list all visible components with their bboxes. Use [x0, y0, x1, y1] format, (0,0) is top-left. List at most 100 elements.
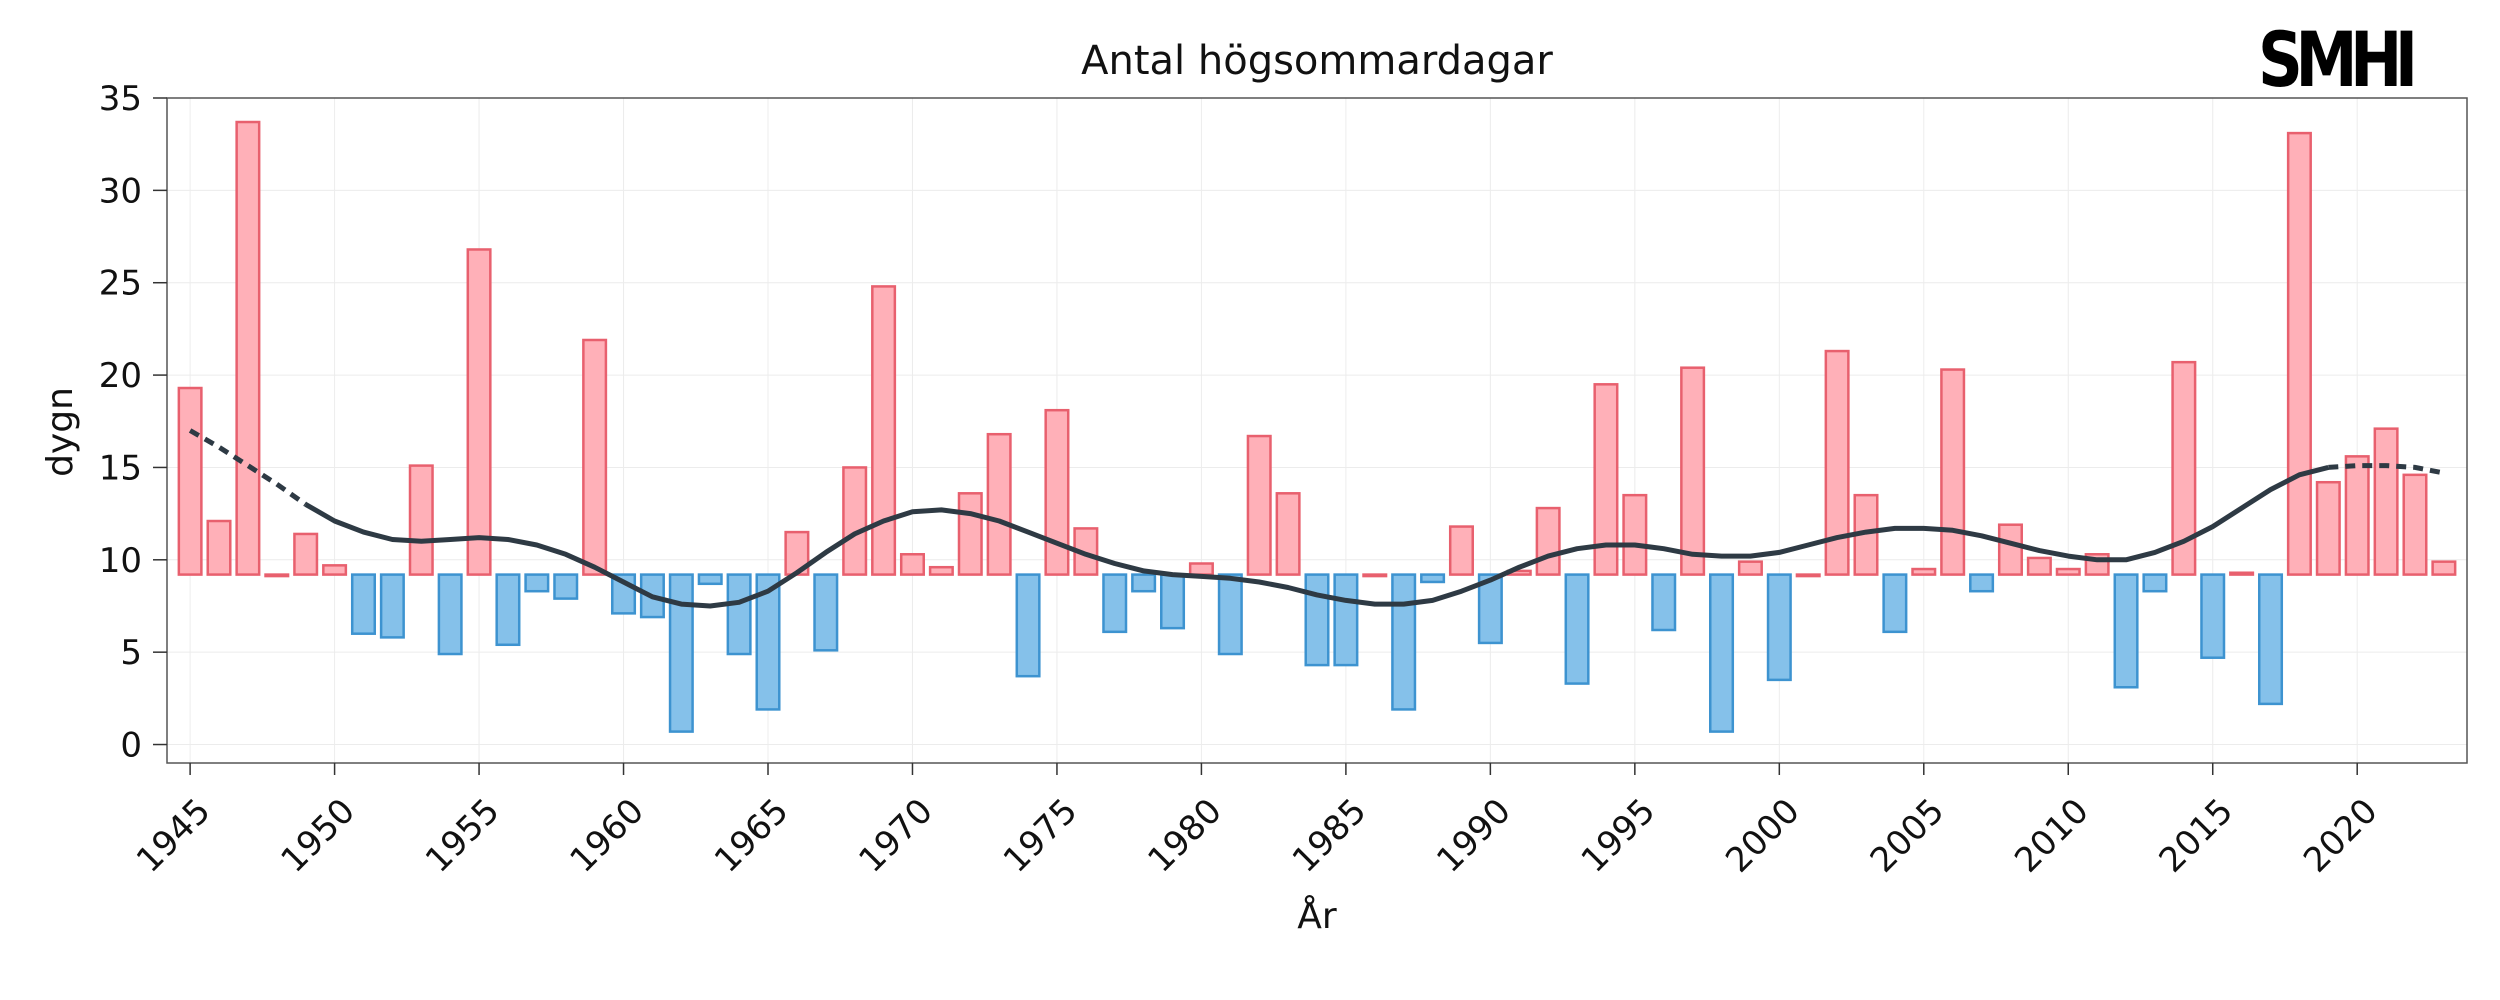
- bar-1948: [264, 573, 290, 578]
- x-tick-label: 1965: [707, 791, 796, 880]
- bar-2002: [1824, 349, 1850, 576]
- x-tick-label: 1955: [418, 791, 507, 880]
- bar-2008: [1997, 523, 2023, 576]
- x-tick-label: 1980: [1140, 791, 1229, 880]
- bar-1999: [1737, 560, 1763, 576]
- bar-1950: [322, 564, 348, 576]
- trend-line-start-dashed: [188, 428, 308, 507]
- x-tick-label: 2000: [1718, 791, 1807, 880]
- bar-1997: [1680, 366, 1706, 576]
- bar-2005: [1911, 567, 1937, 576]
- bar-1951: [350, 573, 377, 635]
- bar-2018: [2286, 131, 2312, 576]
- bar-1954: [437, 573, 463, 656]
- bar-2020: [2344, 455, 2370, 576]
- chart-title: Antal högsommardagar: [1081, 38, 1553, 84]
- trend-line: [304, 464, 2329, 609]
- bar-2016: [2229, 571, 2255, 576]
- bar-1945: [177, 386, 203, 576]
- smhi-logo: SMHI: [2258, 15, 2418, 104]
- x-tick-label: 2005: [1863, 791, 1952, 880]
- bar-2004: [1882, 573, 1908, 634]
- bar-1958: [553, 573, 579, 600]
- bar-1952: [379, 573, 405, 639]
- bar-2001: [1795, 573, 1821, 578]
- bar-2014: [2171, 360, 2197, 576]
- bar-2021: [2373, 427, 2399, 576]
- bar-1969: [871, 285, 897, 576]
- bar-1981: [1217, 573, 1243, 656]
- y-tick-label: 25: [99, 264, 142, 304]
- bar-2015: [2200, 573, 2226, 659]
- bar-1989: [1448, 525, 1474, 576]
- bar-1953: [408, 464, 434, 576]
- bar-1972: [957, 492, 983, 576]
- y-tick-label: 15: [99, 448, 142, 488]
- bar-2007: [1969, 573, 1995, 593]
- bar-1973: [986, 432, 1012, 576]
- bar-2019: [2315, 480, 2341, 576]
- bar-1974: [1015, 573, 1041, 678]
- y-tick-label: 10: [99, 541, 142, 581]
- bar-2013: [2142, 573, 2168, 593]
- bar-1979: [1160, 573, 1186, 630]
- bar-1992: [1535, 506, 1561, 576]
- bar-1946: [206, 519, 232, 576]
- bar-1990: [1477, 573, 1503, 645]
- y-tick-label: 20: [99, 356, 142, 396]
- bar-1994: [1593, 383, 1619, 576]
- bar-1975: [1044, 408, 1070, 576]
- bar-2022: [2402, 473, 2428, 576]
- bar-1959: [582, 338, 608, 576]
- bar-1955: [466, 248, 492, 576]
- x-tick-label: 2020: [2296, 791, 2385, 880]
- x-tick-label: 1950: [273, 791, 362, 880]
- x-tick-label: 1970: [851, 791, 940, 880]
- bar-1983: [1275, 492, 1301, 576]
- bar-1995: [1622, 493, 1648, 576]
- bar-1965: [755, 573, 781, 711]
- bar-1968: [842, 466, 868, 576]
- bar-1949: [293, 532, 319, 576]
- bar-1962: [668, 573, 694, 733]
- bar-1982: [1246, 434, 1272, 576]
- x-tick-label: 1990: [1429, 791, 1518, 880]
- y-tick-label: 0: [120, 726, 142, 766]
- bar-1986: [1362, 573, 1388, 578]
- bar-1957: [524, 573, 550, 593]
- bar-1970: [899, 553, 925, 576]
- bar-1996: [1651, 573, 1677, 632]
- x-tick-label: 1975: [996, 791, 1085, 880]
- bar-2009: [2026, 556, 2052, 576]
- bar-2023: [2431, 560, 2457, 576]
- bar-1998: [1709, 573, 1735, 733]
- x-tick-label: 1995: [1574, 791, 1663, 880]
- bar-1984: [1304, 573, 1330, 667]
- x-tick-label: 2015: [2152, 791, 2241, 880]
- bar-1980: [1188, 562, 1214, 576]
- bar-1964: [726, 573, 752, 656]
- bar-1987: [1391, 573, 1417, 711]
- bar-2006: [1940, 368, 1966, 576]
- bar-1988: [1420, 573, 1446, 584]
- bar-2010: [2055, 567, 2081, 576]
- trend-line-end-dashed: [2328, 463, 2445, 476]
- bar-1978: [1131, 573, 1157, 593]
- x-tick-label: 1960: [562, 791, 651, 880]
- y-tick-label: 30: [99, 171, 142, 211]
- bar-1956: [495, 573, 521, 647]
- bar-1963: [697, 573, 723, 586]
- y-tick-label: 5: [120, 633, 142, 673]
- bar-1971: [928, 565, 954, 576]
- x-tick-label: 2010: [2007, 791, 2096, 880]
- bar-2012: [2113, 573, 2139, 689]
- bar-2000: [1766, 573, 1792, 682]
- x-axis-label: År: [1297, 894, 1337, 937]
- bar-1993: [1564, 573, 1590, 685]
- y-axis-label: dygn: [40, 387, 81, 477]
- bar-1977: [1102, 573, 1128, 634]
- bar-2017: [2257, 573, 2284, 706]
- y-tick-label: 35: [99, 79, 142, 119]
- bar-1985: [1333, 573, 1359, 667]
